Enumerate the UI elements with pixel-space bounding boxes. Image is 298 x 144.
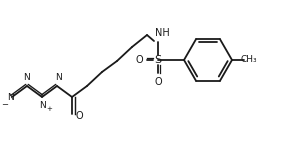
Text: S: S (154, 55, 162, 65)
Text: N: N (7, 93, 13, 103)
Text: +: + (46, 106, 52, 112)
Text: O: O (135, 55, 143, 65)
Text: N: N (40, 101, 46, 109)
Text: CH₃: CH₃ (241, 55, 257, 65)
Text: O: O (75, 111, 83, 121)
Text: NH: NH (155, 28, 169, 38)
Text: N: N (55, 73, 61, 83)
Text: O: O (154, 77, 162, 87)
Text: N: N (24, 73, 30, 83)
Text: −: − (1, 101, 9, 109)
